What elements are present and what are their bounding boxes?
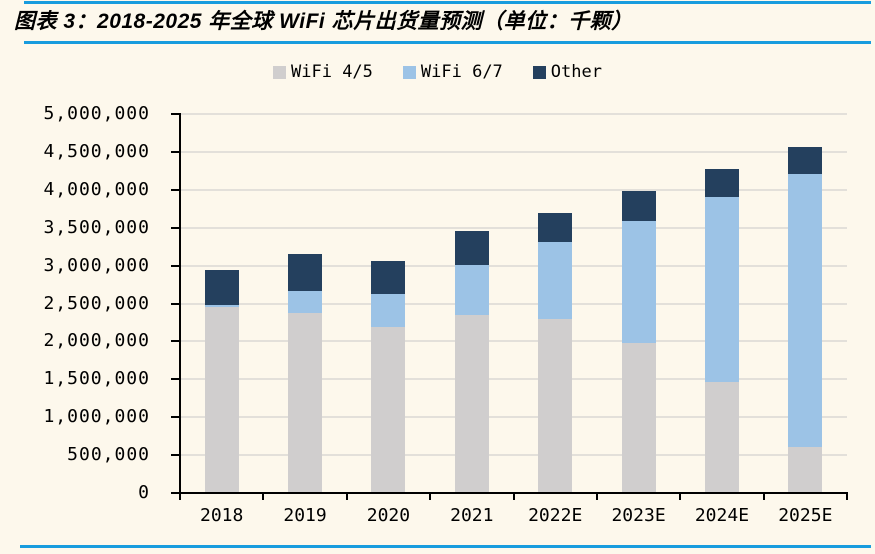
y-axis-tick [171,378,180,381]
x-axis-tick [512,493,515,500]
x-axis-label: 2018 [200,505,244,526]
gridline [180,302,847,305]
x-axis-tick [762,493,765,500]
y-axis-tick [171,416,180,419]
bar-segment-other [788,147,823,174]
bar-segment-wifi-4-5 [621,342,656,493]
y-axis-tick [171,302,180,305]
legend-label: WiFi 4/5 [291,62,373,82]
x-axis-line [179,492,848,494]
x-axis-tick [595,493,598,500]
y-axis-label: 500,000 [67,444,150,466]
x-axis-tick [262,493,265,500]
bar-segment-wifi-6-7 [538,242,573,319]
y-axis-label: 3,000,000 [43,254,150,276]
y-axis-label: 0 [138,482,150,503]
x-axis-label: 2023E [611,505,666,526]
x-axis-label: 2025E [778,505,833,526]
chart-legend: WiFi 4/5 WiFi 6/7 Other [0,60,875,84]
bar-segment-other [288,254,323,291]
legend-item-2: WiFi 6/7 [402,62,503,82]
legend-label: WiFi 6/7 [420,62,503,82]
bar-segment-other [621,190,656,221]
y-axis-label: 2,000,000 [43,330,150,352]
y-axis-tick [171,188,180,191]
bar-segment-wifi-4-5 [288,313,323,493]
legend-swatch-icon [402,65,416,79]
bar-segment-other [538,212,573,243]
gridline [180,113,847,115]
bar-segment-wifi-4-5 [204,307,239,493]
top-rule [24,1,871,4]
x-axis-label: 2024E [694,505,750,526]
x-axis-label: 2022E [528,505,583,526]
bar-segment-wifi-6-7 [454,264,489,315]
gridline [180,340,847,343]
bottom-rule [20,545,871,548]
legend-swatch-icon [532,65,546,79]
legend-swatch-icon [273,65,287,79]
bar-segment-other [704,168,739,197]
bar-segment-wifi-6-7 [788,173,823,447]
y-axis-label: 1,500,000 [43,368,150,390]
legend-item-3: Other [532,62,602,82]
x-axis-tick [679,493,682,500]
y-axis-label: 4,000,000 [43,178,150,200]
y-axis-label: 4,500,000 [43,140,150,162]
gridline [180,188,847,191]
y-axis-tick [171,264,180,267]
gridline [180,416,847,419]
bar-segment-wifi-4-5 [454,314,489,493]
legend-label: Other [550,62,602,82]
gridline [180,378,847,381]
gridline [180,264,847,267]
y-axis-tick [171,113,180,115]
y-axis-label: 1,000,000 [43,406,150,428]
bar-segment-wifi-6-7 [621,220,656,343]
bar-segment-other [454,231,489,265]
gridline [180,454,847,457]
bar-segment-wifi-4-5 [371,326,406,493]
y-axis-line [179,113,181,494]
x-axis-tick [846,493,848,500]
y-axis-tick [171,226,180,229]
bar-segment-wifi-6-7 [704,196,739,383]
y-axis-tick [171,454,180,457]
x-axis-label: 2019 [283,505,327,526]
bar-segment-wifi-4-5 [538,318,573,493]
bar-segment-wifi-6-7 [371,294,406,327]
gridline [180,226,847,229]
y-axis-label: 3,500,000 [43,216,150,238]
y-axis-tick [171,150,180,153]
x-axis-tick [179,493,181,500]
bar-segment-wifi-6-7 [204,305,239,308]
title-underline-rule [24,41,871,44]
bar-segment-wifi-4-5 [788,446,823,493]
x-axis-tick [429,493,432,500]
bar-segment-other [204,270,239,305]
x-axis-label: 2020 [366,505,411,526]
bar-segment-other [371,261,406,295]
figure-title: 图表 3：2018-2025 年全球 WiFi 芯片出货量预测（单位：千颗） [14,10,633,33]
legend-item-1: WiFi 4/5 [273,62,373,82]
bar-segment-wifi-4-5 [704,382,739,493]
gridline [180,150,847,153]
x-axis-tick [345,493,348,500]
y-axis-label: 2,500,000 [43,292,150,314]
bar-segment-wifi-6-7 [288,290,323,314]
y-axis-label: 5,000,000 [43,103,150,124]
y-axis-tick [171,492,180,494]
y-axis-tick [171,340,180,343]
x-axis-label: 2021 [450,505,494,526]
